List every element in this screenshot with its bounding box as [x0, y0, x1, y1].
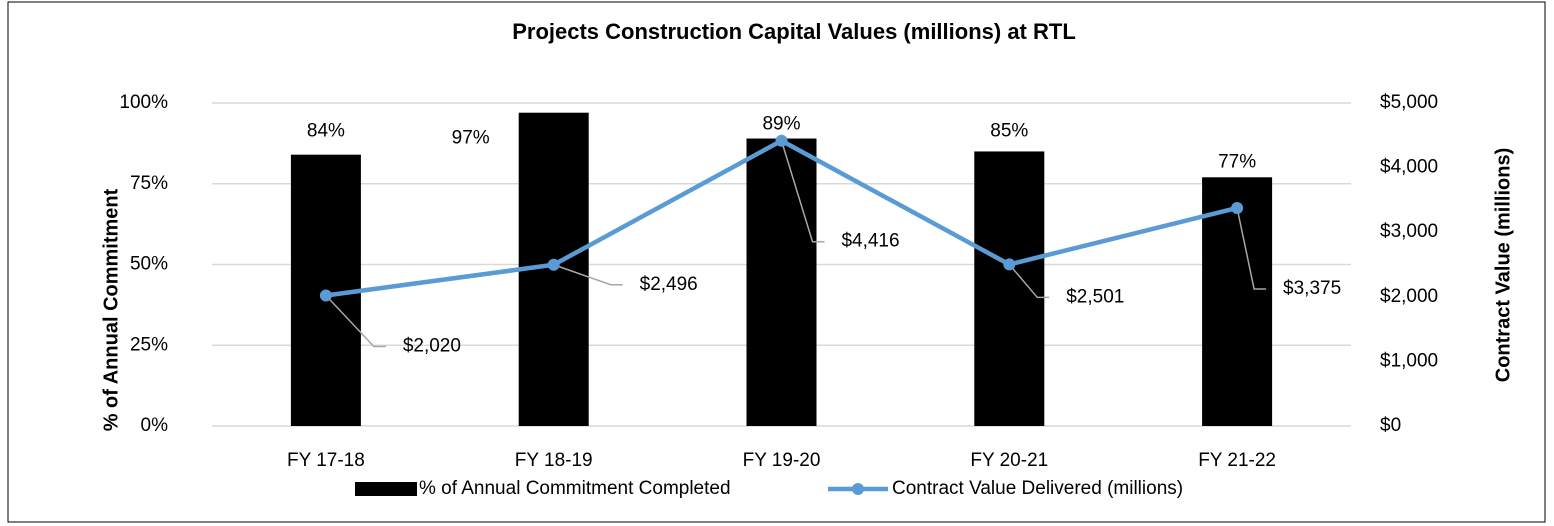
y2-tick-label: $4,000	[1380, 157, 1438, 178]
legend-label: % of Annual Commitment Completed	[419, 478, 731, 499]
line-value-label: $2,020	[403, 336, 461, 357]
bar-value-label: 89%	[762, 114, 800, 135]
y2-tick-label: $2,000	[1380, 286, 1438, 307]
y2-tick-label: $3,000	[1380, 221, 1438, 242]
line-value-label: $2,501	[1066, 286, 1124, 307]
y-tick-label: 50%	[130, 254, 168, 275]
line-point	[1231, 201, 1244, 214]
legend-label: Contract Value Delivered (millions)	[892, 478, 1183, 499]
leader-line	[1236, 207, 1267, 290]
legend-marker	[852, 483, 864, 495]
line-point	[547, 258, 560, 271]
line-point	[775, 134, 788, 147]
bar-value-label: 97%	[452, 128, 490, 149]
chart-title: Projects Construction Capital Values (mi…	[512, 19, 1076, 44]
bar-value-label: 84%	[307, 121, 345, 142]
y-tick-label: 25%	[130, 334, 168, 355]
y-tick-label: 0%	[141, 415, 169, 436]
x-tick-label: FY 21-22	[1198, 450, 1276, 471]
bar	[1202, 177, 1273, 426]
y2-tick-label: $5,000	[1380, 92, 1438, 113]
line-value-label: $3,375	[1283, 278, 1341, 299]
bar-value-label: 77%	[1218, 151, 1256, 172]
y2-tick-label: $1,000	[1380, 350, 1438, 371]
y-axis-title: % of Annual Commitment	[100, 188, 122, 431]
leader-line	[325, 294, 386, 348]
line-value-label: $2,496	[640, 274, 698, 295]
line-point	[319, 289, 332, 302]
x-tick-label: FY 17-18	[287, 450, 365, 471]
y2-axis-title: Contract Value (millions)	[1492, 148, 1514, 382]
x-tick-label: FY 20-21	[970, 450, 1048, 471]
x-tick-label: FY 18-19	[515, 450, 593, 471]
bar-value-label: 85%	[990, 120, 1028, 141]
line-value-label: $4,416	[841, 231, 899, 252]
line-point	[1003, 258, 1016, 271]
leader-line	[1008, 263, 1050, 299]
y2-tick-label: $0	[1380, 415, 1401, 436]
y-tick-label: 100%	[119, 92, 168, 113]
leader-line	[780, 140, 825, 243]
y-tick-label: 75%	[130, 173, 168, 194]
x-tick-label: FY 19-20	[743, 450, 821, 471]
bar	[746, 138, 817, 426]
bar	[974, 151, 1045, 426]
leader-line	[553, 264, 623, 286]
legend-swatch	[355, 482, 417, 496]
